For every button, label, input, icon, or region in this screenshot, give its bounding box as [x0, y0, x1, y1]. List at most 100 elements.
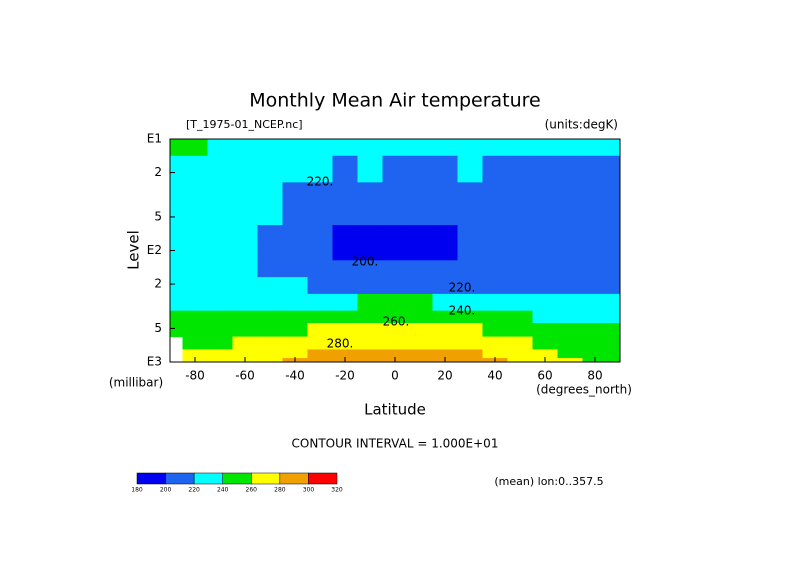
contour-cell — [482, 225, 508, 243]
contour-cell — [357, 204, 383, 226]
contour-cell — [582, 225, 608, 243]
contour-cell — [457, 336, 483, 350]
contour-cell — [207, 358, 233, 363]
contour-cell — [382, 293, 408, 312]
contour-cell — [232, 241, 258, 261]
contour-cell — [557, 323, 583, 338]
subtitle-right: (units:degK) — [545, 118, 618, 132]
contour-cell — [482, 139, 508, 157]
y-axis-unit: (millibar) — [109, 376, 163, 390]
contour-cell — [482, 260, 508, 278]
x-tick-label: -20 — [335, 369, 355, 383]
colorbar-label: 240 — [217, 487, 229, 494]
contour-cell — [207, 241, 233, 261]
x-tick-label: -60 — [235, 369, 255, 383]
contour-cell — [282, 293, 308, 312]
contour-cell — [257, 155, 283, 183]
chart-title: Monthly Mean Air temperature — [249, 90, 540, 112]
x-tick-label: 20 — [437, 369, 452, 383]
colorbar-swatch — [308, 472, 338, 485]
contour-cell — [170, 323, 183, 338]
contour-cell — [532, 336, 558, 350]
contour-cell — [332, 336, 358, 350]
contour-cell — [582, 204, 608, 226]
contour-cell — [432, 323, 458, 338]
contour-cell — [557, 155, 583, 183]
contour-cell — [307, 310, 333, 324]
contour-cell — [170, 277, 183, 295]
contour-cell — [357, 336, 383, 350]
contour-cell — [207, 293, 233, 312]
contour-cell — [482, 182, 508, 206]
contour-cell — [182, 349, 208, 359]
contour-cell — [607, 204, 621, 226]
contour-cell — [382, 182, 408, 206]
contour-cell — [307, 204, 333, 226]
contour-label: 280. — [327, 337, 354, 351]
contour-cell — [170, 182, 183, 206]
contour-label: 220. — [449, 281, 476, 295]
contour-cell — [407, 323, 433, 338]
contour-cell — [582, 277, 608, 295]
contour-cell — [432, 310, 458, 324]
contour-cell — [532, 225, 558, 243]
contour-cell — [282, 225, 308, 243]
contour-cell — [607, 349, 621, 359]
x-tick-label: -80 — [185, 369, 205, 383]
contour-cell — [407, 336, 433, 350]
contour-cell — [457, 204, 483, 226]
contour-cell — [457, 241, 483, 261]
contour-cell — [170, 204, 183, 226]
contour-cell — [532, 277, 558, 295]
x-tick-label: 80 — [587, 369, 602, 383]
contour-cell — [507, 260, 533, 278]
colorbar-label: 220 — [188, 487, 200, 494]
contour-cell — [307, 225, 333, 243]
contour-label: 200. — [352, 255, 379, 269]
contour-label: 220. — [307, 175, 334, 189]
contour-cell — [532, 182, 558, 206]
contour-cell — [257, 293, 283, 312]
contour-cell — [232, 139, 258, 157]
contour-cell — [407, 293, 433, 312]
contour-cell — [232, 277, 258, 295]
contour-cell — [357, 241, 383, 261]
contour-cell — [170, 310, 183, 324]
contour-cell — [357, 260, 383, 278]
contour-cell — [170, 155, 183, 183]
annotation: (mean) lon:0..357.5 — [494, 475, 603, 488]
x-axis-label: Latitude — [364, 401, 426, 419]
footer: CONTOUR INTERVAL = 1.000E+01 — [292, 437, 499, 451]
contour-cell — [382, 241, 408, 261]
contour-cell — [457, 182, 483, 206]
contour-cell — [382, 277, 408, 295]
x-tick-label: 0 — [391, 369, 399, 383]
contour-cell — [182, 277, 208, 295]
contour-cell — [607, 310, 621, 324]
contour-cell — [457, 225, 483, 243]
contour-cell — [282, 204, 308, 226]
contour-cell — [507, 225, 533, 243]
contour-cell — [232, 323, 258, 338]
contour-cell — [507, 241, 533, 261]
contour-cell — [582, 336, 608, 350]
contour-cell — [607, 358, 621, 363]
contour-cell — [357, 182, 383, 206]
contour-cell — [382, 336, 408, 350]
contour-cell — [457, 293, 483, 312]
contour-cell — [332, 225, 358, 243]
contour-cell — [357, 358, 383, 363]
contour-cell — [507, 139, 533, 157]
contour-cell — [607, 155, 621, 183]
colorbar-label: 320 — [331, 487, 343, 494]
contour-cell — [307, 323, 333, 338]
contour-cell — [257, 310, 283, 324]
contour-cell — [582, 260, 608, 278]
y-axis-label: Level — [125, 230, 143, 270]
contour-cell — [232, 293, 258, 312]
contour-cell — [557, 182, 583, 206]
contour-cell — [282, 260, 308, 278]
contour-cell — [432, 241, 458, 261]
contour-cell — [582, 293, 608, 312]
contour-cell — [332, 204, 358, 226]
